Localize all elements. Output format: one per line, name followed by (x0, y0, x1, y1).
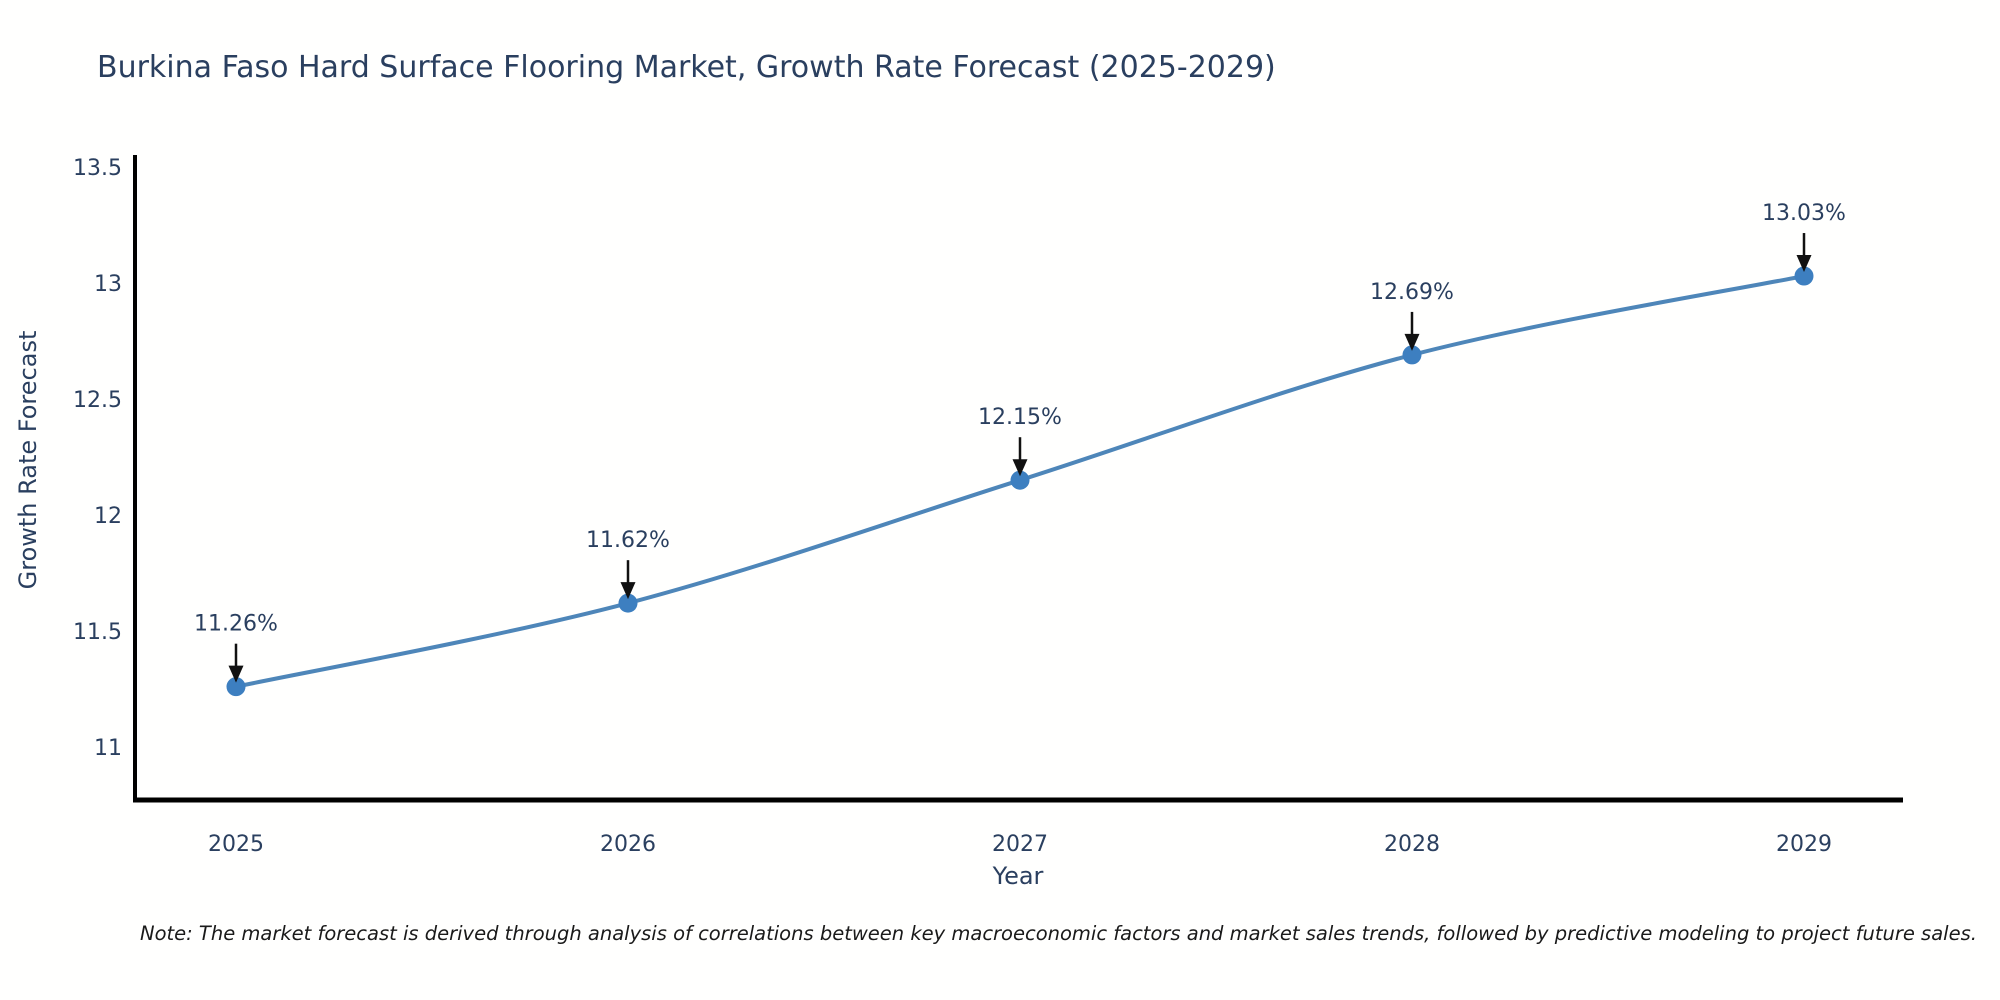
annotation-label: 11.26% (194, 612, 278, 637)
data-point-marker (226, 677, 246, 697)
footnote: Note: The market forecast is derived thr… (140, 922, 1977, 945)
data-point-marker (618, 593, 638, 613)
x-tick-label: 2028 (1384, 832, 1440, 857)
x-tick-label: 2027 (992, 832, 1048, 857)
y-tick-label: 13.5 (73, 156, 122, 181)
annotation-label: 11.62% (586, 528, 670, 553)
annotation-arrowhead (620, 582, 636, 600)
annotation-label: 12.69% (1370, 280, 1454, 305)
x-tick-label: 2025 (208, 832, 264, 857)
annotation-label: 13.03% (1762, 201, 1846, 226)
data-point-marker (1010, 470, 1030, 490)
annotation-arrowhead (1012, 459, 1028, 477)
y-tick-label: 11.5 (73, 620, 122, 645)
y-tick-label: 12 (94, 504, 122, 529)
data-point-marker (1402, 345, 1422, 365)
annotation-arrowhead (1796, 255, 1812, 273)
x-tick-label: 2029 (1776, 832, 1832, 857)
data-point-marker (1794, 266, 1814, 286)
annotation-arrowhead (1404, 333, 1420, 351)
x-tick-label: 2026 (600, 832, 656, 857)
x-axis-title: Year (992, 862, 1044, 890)
annotation-arrowhead (228, 665, 244, 683)
annotation-label: 12.15% (978, 405, 1062, 430)
y-tick-label: 13 (94, 272, 122, 297)
chart-title: Burkina Faso Hard Surface Flooring Marke… (97, 50, 1276, 85)
y-tick-label: 11 (94, 736, 122, 761)
y-tick-label: 12.5 (73, 388, 122, 413)
